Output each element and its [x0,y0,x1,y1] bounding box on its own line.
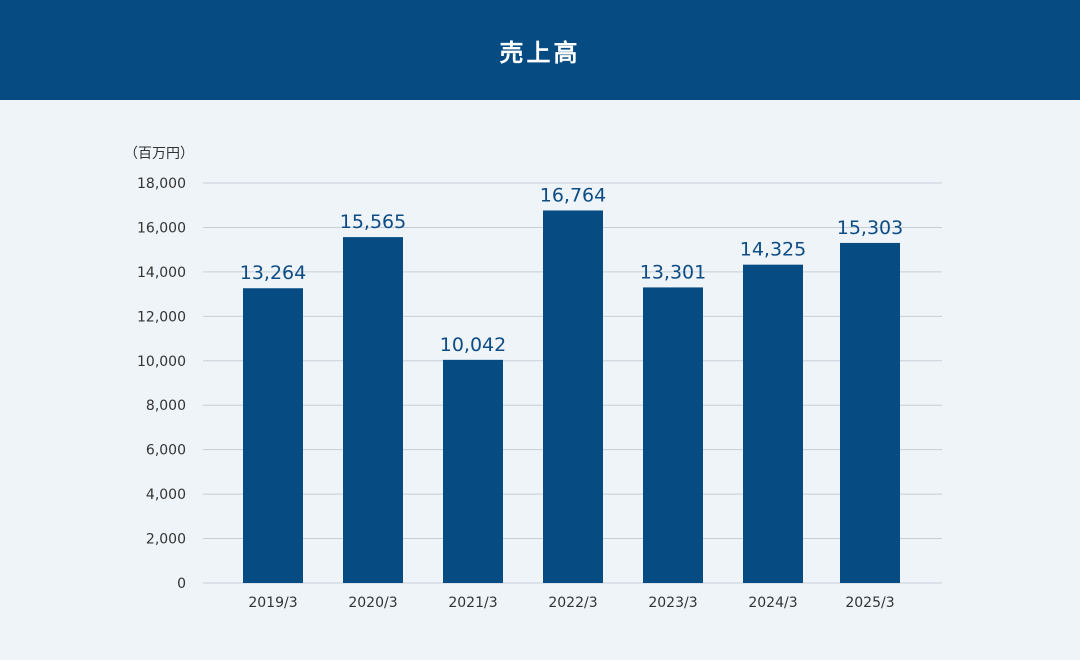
y-tick-label: 4,000 [146,487,186,503]
y-tick-label: 6,000 [146,443,186,459]
bar-2019/3 [243,288,303,583]
data-label: 16,764 [540,184,606,206]
bar-2022/3 [543,210,603,583]
y-tick-label: 16,000 [137,220,186,236]
y-tick-label: 10,000 [137,354,186,370]
labels: 0 2,000 4,000 6,000 8,000 10,000 12,000 14,000 1… [137,176,903,611]
x-tick-label: 2023/3 [648,595,697,611]
y-tick-label: 18,000 [137,176,186,192]
x-tick-label: 2024/3 [748,595,797,611]
data-label: 13,301 [640,261,706,283]
bars [243,210,900,583]
x-tick-label: 2021/3 [448,595,497,611]
bar-2023/3 [643,287,703,583]
data-label: 14,325 [740,239,806,261]
data-label: 15,565 [340,211,406,233]
x-tick-label: 2025/3 [845,595,894,611]
y-tick-label: 0 [177,576,186,592]
y-axis-unit: （百万円） [124,146,194,162]
y-tick-label: 8,000 [146,398,186,414]
chart-header: 売上高 [0,0,1080,100]
bar-2020/3 [343,237,403,583]
x-tick-label: 2019/3 [248,595,297,611]
y-tick-label: 14,000 [137,265,186,281]
bar-chart: 0 2,000 4,000 6,000 8,000 10,000 12,000 14,000 1… [124,146,942,611]
chart-title: 売上高 [499,38,581,67]
data-label: 10,042 [440,334,506,356]
y-tick-label: 2,000 [146,532,186,548]
data-label: 13,264 [240,262,306,284]
bar-2021/3 [443,359,503,583]
x-tick-label: 2020/3 [348,595,397,611]
bar-2024/3 [743,264,803,583]
bar-2025/3 [840,242,900,583]
data-label: 15,303 [837,217,903,239]
x-tick-label: 2022/3 [548,595,597,611]
y-tick-label: 12,000 [137,309,186,325]
